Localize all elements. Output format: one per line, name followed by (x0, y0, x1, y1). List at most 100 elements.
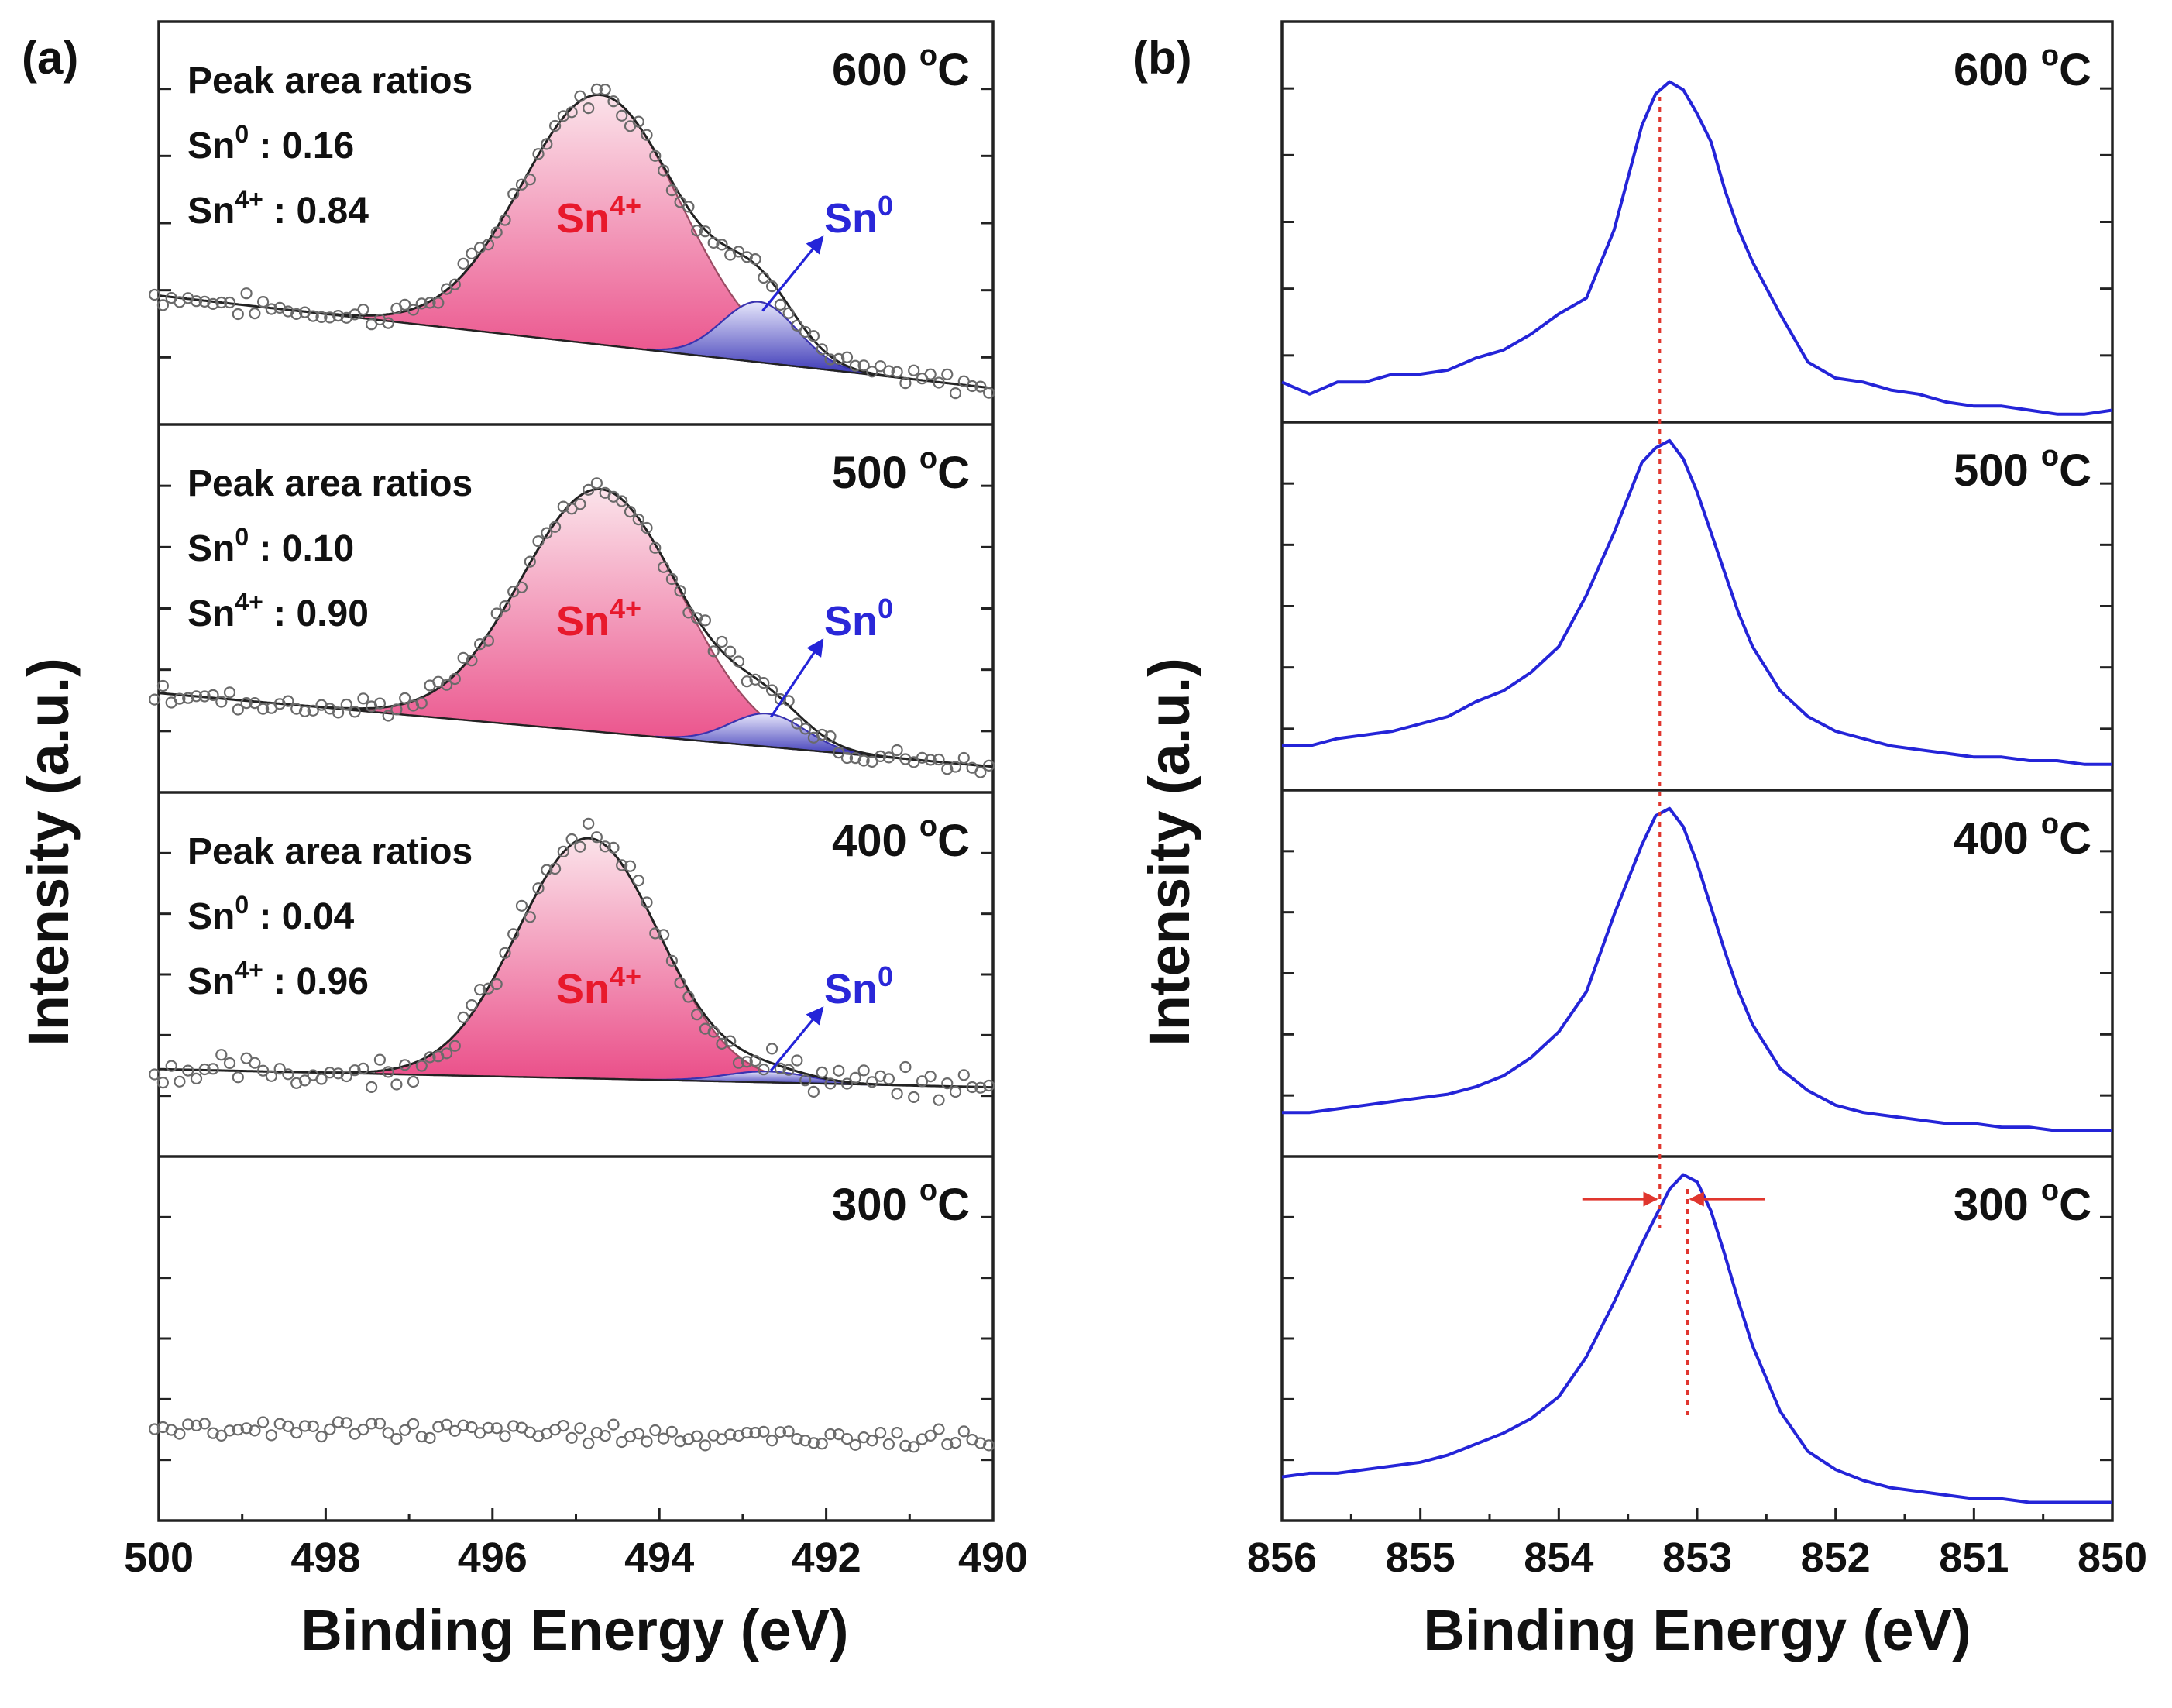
data-point (949, 761, 962, 773)
data-point (223, 1424, 236, 1437)
data-point (649, 149, 662, 162)
data-point (607, 1418, 620, 1431)
temperature-unit: C (937, 1180, 970, 1230)
data-point (657, 561, 670, 573)
data-point (791, 717, 803, 730)
sn0-pointer-arrow (761, 235, 824, 312)
data-point (174, 1075, 186, 1088)
data-point (665, 954, 679, 967)
data-point (557, 500, 569, 513)
data-point (840, 1077, 854, 1090)
data-point (908, 1091, 920, 1104)
data-point (599, 1429, 611, 1442)
data-point (190, 690, 203, 703)
sn0-label-sup: 0 (878, 593, 893, 624)
data-point (833, 1064, 845, 1077)
data-point (765, 1043, 778, 1055)
data-point (265, 303, 277, 315)
data-point (165, 1060, 177, 1072)
panel-a-x-tick-label: 490 (958, 1534, 1028, 1581)
temperature-unit: C (2059, 813, 2091, 864)
peak-area-ratios-heading: Peak area ratios (187, 831, 473, 872)
data-point (765, 684, 778, 696)
data-point (590, 831, 603, 844)
data-point (432, 297, 445, 309)
temperature-value: 400 (832, 816, 919, 866)
data-point (807, 1437, 820, 1449)
temperature-unit: C (937, 45, 970, 95)
data-point (657, 929, 670, 941)
data-point (891, 366, 903, 378)
data-point (874, 1426, 887, 1439)
data-point (699, 1439, 712, 1452)
data-point (156, 679, 169, 692)
data-point (657, 1432, 670, 1445)
temperature-label: 400 oC (1954, 808, 2091, 864)
data-point (908, 1441, 920, 1453)
data-point (933, 376, 945, 389)
data-point (182, 1418, 194, 1431)
data-point (649, 541, 662, 554)
temperature-value: 600 (1954, 45, 2041, 95)
sn4-peak-label: Sn4+ (556, 190, 641, 242)
panel-b-x-tick-label: 852 (1801, 1534, 1871, 1581)
data-point (324, 311, 336, 324)
data-point (524, 911, 536, 923)
panel-b-frame (1280, 20, 2114, 1522)
data-point (824, 353, 837, 366)
data-point (198, 690, 211, 703)
temperature-value: 500 (1954, 445, 2041, 496)
data-point (407, 1075, 420, 1088)
data-point (899, 1439, 912, 1452)
data-point (273, 1063, 286, 1075)
sn4-label-base: Sn (556, 966, 610, 1012)
sn4-label-base: Sn (556, 598, 610, 644)
temperature-value: 600 (832, 45, 919, 95)
sn0-peak-label: Sn0 (824, 961, 893, 1012)
data-point (632, 513, 644, 526)
data-point (641, 129, 653, 141)
data-point (791, 1054, 803, 1067)
data-point (974, 1081, 987, 1094)
data-point (657, 164, 670, 177)
sn0-label-base: Sn (824, 598, 878, 644)
data-point (707, 1026, 720, 1038)
data-point (273, 1418, 286, 1430)
sn0-peak-label: Sn0 (824, 593, 893, 644)
data-point (699, 225, 712, 238)
data-point (849, 1438, 861, 1451)
data-point (641, 521, 653, 534)
data-point (674, 1435, 686, 1448)
data-point (891, 744, 903, 757)
peak-area-ratio: Sn4+ : 0.96 (187, 956, 369, 1002)
data-point (307, 310, 319, 322)
data-point (982, 387, 995, 399)
data-point (340, 698, 352, 711)
data-point (957, 751, 970, 765)
data-point (415, 297, 428, 310)
data-point (599, 84, 611, 96)
data-point (424, 297, 436, 309)
data-point (174, 1428, 186, 1440)
data-point (774, 298, 787, 311)
sn4-peak-label: Sn4+ (556, 593, 641, 644)
sn4-label-sup: 4+ (610, 593, 641, 624)
data-point (265, 1070, 277, 1082)
data-point (574, 840, 586, 853)
peak-area-ratio: Sn4+ : 0.84 (187, 185, 369, 232)
spectrum-line (1281, 80, 2113, 416)
data-point (574, 1422, 586, 1435)
data-point (699, 614, 712, 627)
panel-a-x-tick-label: 496 (458, 1534, 528, 1581)
data-point (616, 1435, 628, 1449)
data-point (982, 1079, 995, 1092)
peak-area-ratio: Sn0 : 0.04 (187, 891, 355, 937)
data-point (749, 1426, 761, 1439)
data-point (290, 308, 303, 320)
panel-a-x-tick-label: 494 (624, 1534, 694, 1581)
data-point (765, 280, 778, 293)
data-point (941, 1077, 954, 1090)
data-point (382, 1427, 394, 1439)
temperature-unit: C (937, 448, 970, 498)
